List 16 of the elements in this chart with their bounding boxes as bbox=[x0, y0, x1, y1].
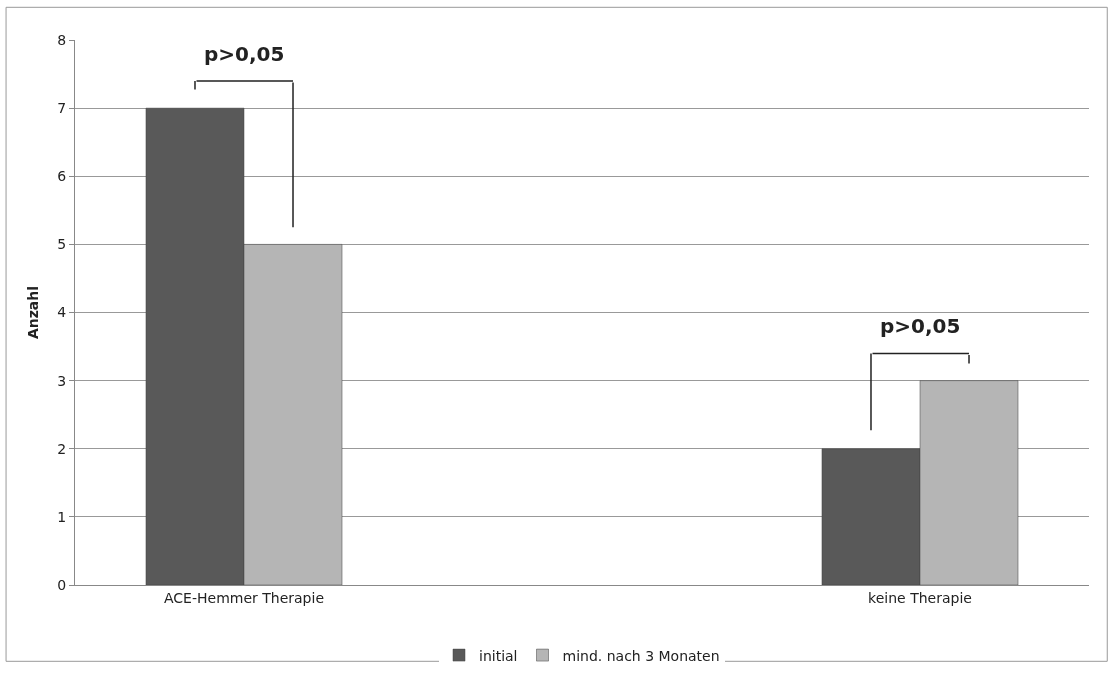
annotation: p>0,05 bbox=[880, 314, 961, 338]
x-tick-label: ACE-Hemmer Therapie bbox=[163, 589, 325, 606]
y-tick-label: 2 bbox=[57, 440, 67, 457]
legend-label: mind. nach 3 Monaten bbox=[562, 647, 720, 664]
y-axis-title: Anzahl bbox=[24, 285, 41, 340]
y-tick-label: 6 bbox=[57, 168, 67, 185]
y-tick-label: 0 bbox=[57, 576, 67, 593]
y-tick-label: 7 bbox=[57, 100, 67, 117]
x-tick-label: keine Therapie bbox=[868, 589, 972, 606]
y-tick-label: 3 bbox=[57, 372, 67, 389]
y-tick-label: 1 bbox=[57, 508, 67, 525]
y-tick-label: 5 bbox=[57, 236, 67, 253]
legend-label: initial bbox=[479, 647, 518, 664]
y-tick-label: 4 bbox=[57, 304, 67, 321]
annotation: p>0,05 bbox=[204, 42, 285, 66]
y-tick-label: 8 bbox=[57, 31, 67, 48]
